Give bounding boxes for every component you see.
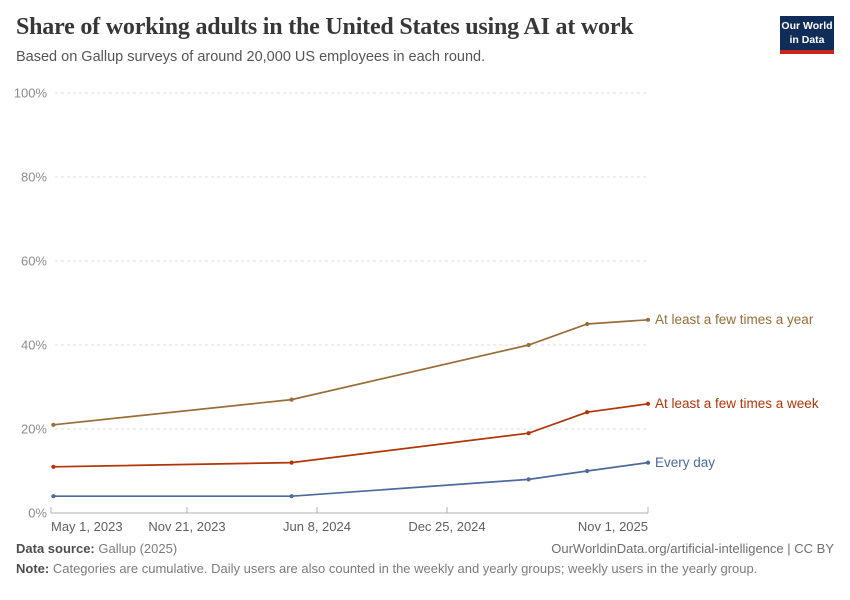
series-line-0 <box>53 318 649 426</box>
y-tick-label: 100% <box>14 86 48 101</box>
data-point <box>51 494 56 499</box>
x-tick-label: Nov 1, 2025 <box>578 519 648 534</box>
data-point <box>585 321 590 327</box>
data-point <box>51 464 56 469</box>
data-point <box>289 494 294 499</box>
series-label: At least a few times a week <box>655 396 819 411</box>
data-point <box>645 460 651 465</box>
y-tick-label: 60% <box>21 254 47 269</box>
data-point <box>526 431 531 436</box>
line-chart: 0% 20% 40% 60% 80% 100% May 1, 2023 Nov 21, 202… <box>14 86 819 535</box>
data-source: Data source: Gallup (2025) <box>16 541 177 556</box>
series-line-1 <box>53 402 649 468</box>
note-value: Categories are cumulative. Daily users a… <box>52 561 758 576</box>
owid-logo-line1: Our World <box>781 20 833 32</box>
chart-header: Share of working adults in the United St… <box>16 14 834 65</box>
data-point <box>645 401 651 406</box>
x-tick-label: May 1, 2023 <box>51 519 123 534</box>
chart-subtitle: Based on Gallup surveys of around 20,000… <box>16 49 486 65</box>
x-tick-label: Nov 21, 2023 <box>148 519 225 534</box>
chart-note: Note: Categories are cumulative. Daily u… <box>16 561 834 576</box>
x-tick-label: Jun 8, 2024 <box>283 519 351 534</box>
data-point <box>645 317 651 322</box>
series-line-2 <box>53 461 649 498</box>
series-label: Every day <box>655 455 715 470</box>
data-point <box>526 477 531 482</box>
owid-logo-line2: in Data <box>789 33 825 46</box>
y-tick-label: 0% <box>28 506 47 521</box>
data-point <box>51 422 56 427</box>
y-tick-label: 40% <box>21 338 47 353</box>
data-point <box>585 410 590 415</box>
data-source-label: Data source: <box>16 541 95 556</box>
owid-logo[interactable]: Our World in Data <box>780 16 834 55</box>
y-tick-label: 80% <box>21 170 47 185</box>
data-point <box>526 342 531 348</box>
data-point <box>289 397 294 402</box>
data-point <box>289 460 294 465</box>
data-point <box>585 468 590 474</box>
series-label: At least a few times a year <box>655 312 814 327</box>
note-label: Note: <box>16 561 50 576</box>
data-source-value: Gallup (2025) <box>98 541 178 556</box>
chart-title: Share of working adults in the United St… <box>16 14 634 40</box>
chart-footer: Data source: Gallup (2025) OurWorldinDat… <box>16 541 834 576</box>
attribution-link[interactable]: OurWorldinData.org/artificial-intelligen… <box>551 541 834 556</box>
x-tick-label: Dec 25, 2024 <box>408 519 485 534</box>
y-tick-label: 20% <box>21 422 47 437</box>
